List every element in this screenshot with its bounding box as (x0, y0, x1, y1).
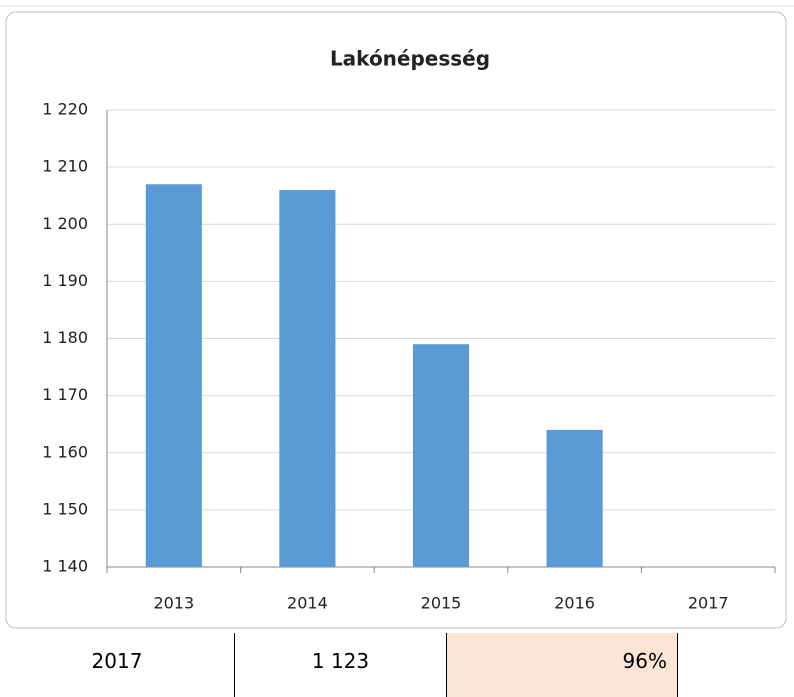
y-tick-label: 1 160 (42, 442, 88, 461)
y-tick-label: 1 190 (42, 271, 88, 290)
table-cell: 2017 (0, 633, 235, 697)
x-tick-label: 2014 (287, 594, 328, 613)
y-tick-label: 1 140 (42, 557, 88, 576)
chart-frame (5, 11, 787, 629)
y-tick-label: 1 220 (42, 100, 88, 119)
table-cell (678, 633, 794, 697)
y-tick-label: 1 200 (42, 214, 88, 233)
y-tick-label: 1 180 (42, 328, 88, 347)
bar (412, 344, 470, 567)
y-tick-label: 1 210 (42, 157, 88, 176)
table-cell: 1 123 (235, 633, 447, 697)
y-tick-label: 1 170 (42, 385, 88, 404)
x-tick-label: 2016 (554, 594, 595, 613)
table-cell: 96% (447, 633, 678, 697)
x-tick-label: 2013 (153, 594, 194, 613)
chart: Lakónépesség 1 140 1 150 1 160 1 170 1 180 1 … (0, 5, 794, 629)
x-tick-label: 2015 (421, 594, 462, 613)
x-tick-label: 2017 (688, 594, 729, 613)
bar (279, 189, 336, 567)
chart-title: Lakónépesség (330, 47, 490, 71)
bar (145, 184, 202, 567)
y-tick-label: 1 150 (42, 499, 88, 518)
bar (546, 429, 603, 567)
